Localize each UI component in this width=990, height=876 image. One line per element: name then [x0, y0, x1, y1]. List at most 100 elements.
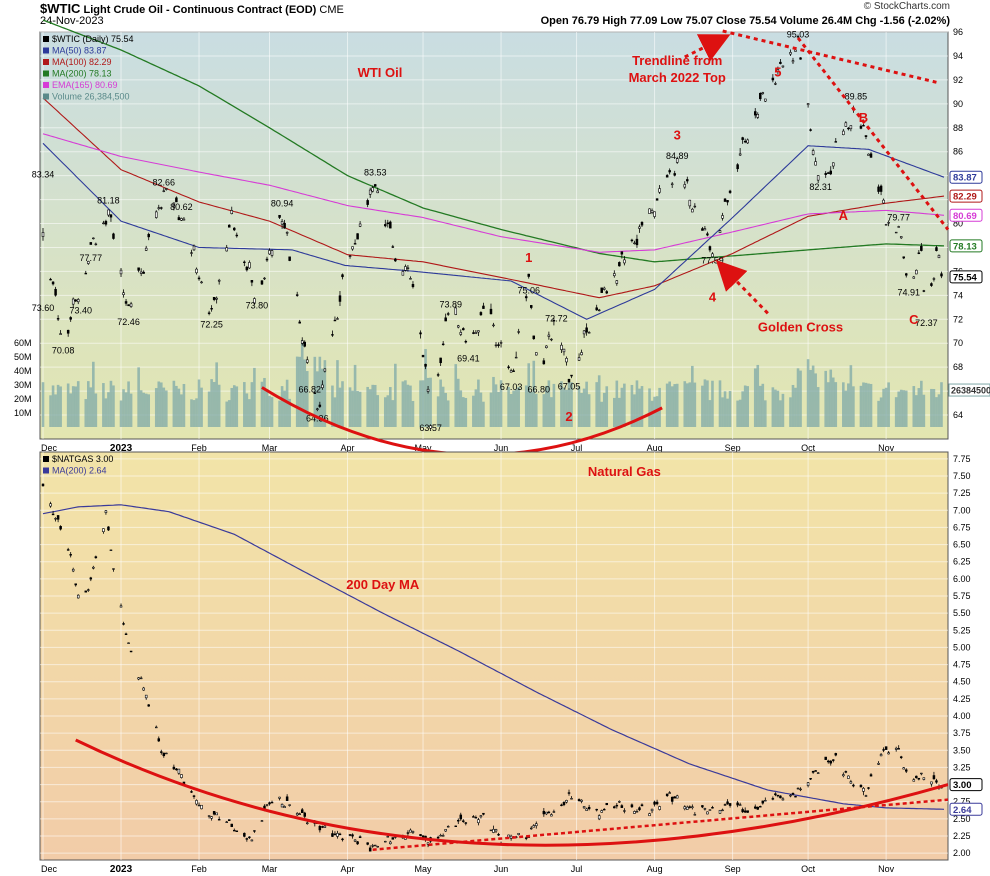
volume-bar — [200, 387, 203, 427]
natgas-candle-body — [225, 821, 228, 823]
wti-candle-body — [542, 360, 546, 365]
volume-bar — [912, 386, 916, 427]
volume-bar — [741, 391, 744, 427]
volume-bar — [849, 365, 853, 427]
ema165-line — [42, 133, 945, 253]
volume-bar — [545, 385, 548, 427]
wti-y-tick-label: 86 — [953, 147, 963, 157]
wave-label: B — [859, 110, 868, 125]
wti-candle-body — [489, 308, 493, 315]
volume-bar — [605, 386, 609, 427]
volume-bar — [779, 400, 782, 427]
natgas-candle-body — [764, 800, 767, 802]
natgas-candle-body — [849, 781, 853, 784]
natgas-candle-body — [56, 515, 60, 520]
ma100-line — [42, 97, 945, 299]
wti-candle-body — [565, 358, 568, 363]
wti-candle-body — [190, 252, 193, 254]
wti-candle-body — [119, 269, 123, 275]
wti-candle-body — [746, 139, 749, 144]
wti-price-label: 80.62 — [170, 202, 193, 212]
wti-price-label: 75.06 — [517, 286, 540, 296]
natgas-candle-body — [930, 781, 933, 785]
legend-swatch — [43, 82, 49, 88]
legend-swatch — [43, 70, 49, 77]
volume-bar — [92, 361, 95, 427]
volume-bar — [920, 380, 923, 427]
volume-bar — [615, 380, 619, 427]
volume-bar — [814, 373, 817, 427]
natgas-candle-body — [915, 775, 918, 779]
volume-bar — [260, 381, 264, 427]
wti-candle-body — [706, 233, 709, 236]
wti-candle-body — [847, 127, 850, 130]
natgas-candle-body — [675, 795, 679, 799]
volume-bar — [550, 397, 553, 427]
volume-bar — [137, 367, 140, 427]
natgas-candle-body — [285, 796, 289, 801]
natgas-candle-body — [602, 808, 606, 811]
symbol: $WTIC — [40, 1, 81, 16]
natgas-candle-body — [658, 806, 661, 810]
natgas-candle-body — [600, 810, 603, 813]
natgas-candle-body — [683, 806, 687, 810]
volume-bar — [894, 397, 898, 427]
wti-candle-body — [615, 280, 619, 284]
natgas-candle-body — [368, 847, 372, 852]
volume-bar — [142, 392, 145, 427]
wti-candle-body — [761, 92, 765, 94]
natgas-x-tick-label: Jun — [494, 864, 509, 874]
natgas-candle-body — [195, 800, 198, 805]
wti-candle-body — [265, 258, 269, 261]
wti-candle-body — [394, 258, 397, 262]
wti-candle-body — [426, 388, 430, 392]
natgas-candle-body — [71, 568, 75, 572]
natgas-y-tick-label: 6.25 — [953, 557, 971, 567]
wti-candle-body — [49, 278, 52, 281]
volume-bar — [706, 380, 709, 427]
wti-candle-body — [457, 325, 460, 328]
natgas-candle-body — [816, 772, 820, 774]
wti-x-tick-label: Apr — [341, 443, 355, 453]
natgas-candle-body — [897, 748, 900, 750]
volume-bar — [587, 394, 591, 427]
wti-candle-body — [650, 210, 654, 213]
volume-bar — [406, 384, 410, 427]
volume-bar — [728, 391, 732, 427]
natgas-candle-body — [303, 812, 306, 817]
wti-badge — [949, 270, 983, 284]
volume-bar — [542, 394, 546, 427]
wti-candle-body — [937, 255, 941, 259]
wave-label: C — [909, 312, 919, 327]
natgas-candle-body — [509, 835, 513, 839]
natgas-candle-body — [54, 518, 57, 520]
wti-candle-body — [764, 98, 767, 102]
wti-candle-body — [499, 342, 503, 344]
natgas-candle-body — [902, 767, 905, 770]
volume-bar — [49, 395, 52, 427]
natgas-candle-body — [620, 805, 624, 808]
natgas-candle-body — [904, 769, 908, 772]
natgas-candle-body — [884, 746, 888, 750]
wti-price-label: 77.59 — [701, 255, 724, 265]
volume-bar — [295, 356, 299, 427]
volume-bar — [230, 387, 234, 427]
wti-candle-body — [867, 153, 870, 156]
natgas-candle-body — [779, 795, 782, 799]
volume-bar — [618, 397, 621, 427]
wti-candle-body — [444, 317, 447, 322]
natgas-candle-body — [102, 528, 105, 532]
wti-candle-body — [920, 245, 923, 251]
natgas-candle-body — [630, 804, 634, 808]
natgas-candle-body — [517, 833, 520, 835]
wti-candle-body — [683, 184, 687, 188]
wti-x-tick-label: Oct — [801, 443, 816, 453]
wti-candle-body — [441, 343, 445, 346]
natgas-candle-body — [864, 795, 868, 797]
wti-candle-body — [446, 313, 450, 315]
volume-bar — [124, 392, 128, 427]
natgas-candle-body — [406, 832, 410, 834]
ma50-line — [42, 142, 945, 320]
wti-candle-body — [570, 374, 573, 377]
